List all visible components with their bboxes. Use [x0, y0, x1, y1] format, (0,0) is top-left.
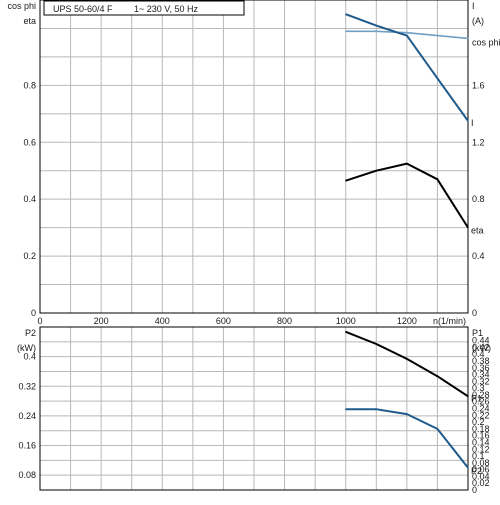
p1-tick-label: 0 [472, 485, 477, 495]
data-point [436, 428, 439, 430]
y-right-axis-unit: (A) [472, 16, 484, 26]
p1-tick-label: 0.44 [472, 336, 490, 346]
y-right-tick-label: 0.4 [472, 251, 485, 261]
p1-axis-unit: (kW) [472, 343, 491, 353]
p1-tick-label: 0.22 [472, 410, 490, 420]
p1-tick-label: 0.1 [472, 451, 485, 461]
y-left-axis-label-eta: eta [23, 16, 36, 26]
data-point [406, 32, 408, 34]
p1-tick-label: 0.04 [472, 471, 490, 481]
p1-tick-label: 0.12 [472, 444, 490, 454]
p2-tick-label: 0.24 [18, 411, 36, 421]
series-p2-label: P2 [471, 466, 482, 476]
y-left-tick-label: 0.4 [23, 194, 36, 204]
y-left-tick-label: 0 [31, 308, 36, 318]
y-right-axis-label: I [472, 1, 475, 11]
data-point [375, 25, 377, 27]
data-point [467, 467, 469, 469]
data-point [467, 37, 469, 40]
x-tick-label: 0 [37, 316, 42, 326]
series-eta-label: eta [471, 226, 484, 236]
p1-tick-label: 0.14 [472, 437, 490, 447]
bottom-plot-frame [39, 326, 469, 491]
p1-tick-label: 0.42 [472, 342, 490, 352]
data-point [436, 178, 439, 180]
p1-tick-label: 0.4 [472, 349, 485, 359]
x-tick-label: 200 [94, 316, 109, 326]
y-right-tick-label: 0.8 [472, 194, 485, 204]
p1-tick-label: 0.08 [472, 458, 490, 468]
data-point [375, 343, 377, 345]
pump-model-title: UPS 50-60/4 F [53, 4, 113, 14]
p1-tick-label: 0.36 [472, 363, 490, 373]
p1-tick-label: 0.24 [472, 404, 490, 414]
data-point [406, 413, 408, 415]
y-left-axis-label: cos phi [7, 1, 36, 11]
data-point [375, 408, 377, 410]
data-point [345, 30, 347, 32]
y-right-tick-label: 0 [472, 308, 477, 318]
data-point [375, 170, 377, 172]
series-cos-phi-label: cos phi [472, 37, 500, 47]
data-point [375, 30, 377, 32]
series-i-label: I [471, 118, 474, 128]
x-tick-label: 1200 [397, 316, 417, 326]
p2-tick-label: 0.16 [18, 441, 36, 451]
data-point [436, 34, 439, 37]
data-point [467, 120, 469, 122]
p1-tick-label: 0.34 [472, 370, 490, 380]
p1-tick-label: 0.32 [472, 376, 490, 386]
p2-tick-label: 0.4 [23, 352, 36, 362]
p1-tick-label: 0.02 [472, 478, 490, 488]
p1-tick-label: 0.2 [472, 417, 485, 427]
x-tick-label: 600 [216, 316, 231, 326]
top-plot-frame [39, 0, 469, 314]
y-right-tick-label: 1.2 [472, 137, 485, 147]
data-point [406, 358, 408, 360]
p1-tick-label: 0.3 [472, 383, 485, 393]
data-point [467, 227, 469, 229]
y-right-tick-label: 1.6 [472, 80, 485, 90]
data-point [345, 331, 347, 333]
p1-tick-label: 0.38 [472, 356, 490, 366]
p1-tick-label: 0.26 [472, 397, 490, 407]
x-tick-label: 800 [277, 316, 292, 326]
y-left-tick-label: 0.6 [23, 137, 36, 147]
data-point [467, 395, 469, 397]
p1-tick-label: 0.28 [472, 390, 490, 400]
y-left-tick-label: 0.8 [23, 80, 36, 90]
data-point [436, 77, 439, 79]
data-point [345, 13, 347, 15]
p2-tick-label: 0.08 [18, 470, 36, 480]
data-point [436, 375, 439, 377]
p1-tick-label: 0.06 [472, 465, 490, 475]
x-tick-label: 1000 [336, 316, 356, 326]
x-axis-label: n(1/min) [433, 316, 466, 326]
data-point [345, 180, 347, 182]
x-tick-label: 400 [155, 316, 170, 326]
data-point [406, 34, 408, 37]
p1-axis-label: P1 [472, 328, 483, 338]
y-left-tick-label: 0.2 [23, 251, 36, 261]
title-box: UPS 50-60/4 F 1~ 230 V, 50 Hz [43, 0, 245, 16]
p2-axis-label: P2 [25, 328, 36, 338]
p1-tick-label: 0.18 [472, 424, 490, 434]
title-box-frame [43, 0, 245, 16]
data-point [406, 163, 408, 165]
p2-axis-unit: (kW) [17, 343, 36, 353]
p1-tick-label: 0.16 [472, 431, 490, 441]
supply-rating: 1~ 230 V, 50 Hz [134, 4, 198, 14]
p2-tick-label: 0.32 [18, 381, 36, 391]
data-point [345, 408, 347, 410]
series-p1-label: P1 [471, 393, 482, 403]
